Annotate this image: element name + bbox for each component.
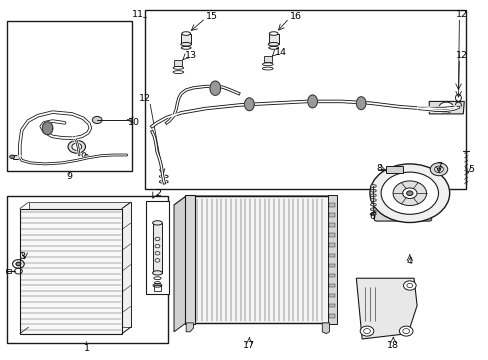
Polygon shape (356, 97, 365, 109)
Text: 3: 3 (19, 252, 25, 261)
Ellipse shape (152, 271, 162, 275)
Polygon shape (209, 81, 220, 95)
Polygon shape (307, 95, 317, 108)
Text: 17: 17 (243, 341, 255, 350)
Bar (385, 166, 402, 173)
Text: 1: 1 (83, 344, 89, 353)
Circle shape (369, 164, 449, 222)
Ellipse shape (370, 212, 375, 215)
Circle shape (399, 326, 412, 336)
Bar (20, 208, 122, 334)
Text: 2: 2 (155, 189, 161, 198)
Ellipse shape (370, 189, 375, 192)
Polygon shape (42, 122, 53, 135)
Circle shape (360, 326, 373, 336)
Bar (144, 10, 465, 189)
Circle shape (436, 168, 440, 171)
Bar (186, 196, 329, 323)
Circle shape (10, 155, 15, 158)
Ellipse shape (370, 185, 375, 188)
Bar (174, 60, 182, 66)
Text: 10: 10 (127, 118, 140, 127)
Ellipse shape (152, 221, 162, 225)
Text: 4: 4 (406, 257, 412, 266)
Polygon shape (244, 98, 254, 111)
Circle shape (406, 191, 412, 195)
Text: 5: 5 (467, 165, 473, 174)
Ellipse shape (181, 42, 191, 46)
Ellipse shape (370, 199, 375, 202)
Text: 6: 6 (368, 212, 374, 221)
Bar (328, 203, 335, 207)
Polygon shape (356, 278, 416, 339)
Bar (152, 223, 162, 273)
Text: 11: 11 (131, 10, 143, 19)
Text: 12: 12 (455, 51, 467, 60)
Circle shape (68, 140, 85, 153)
Text: 14: 14 (274, 48, 286, 57)
Bar (327, 195, 336, 324)
Bar (6, 269, 11, 273)
Polygon shape (29, 202, 130, 327)
Bar (328, 314, 335, 318)
Circle shape (16, 262, 21, 266)
Text: 16: 16 (289, 12, 301, 21)
Ellipse shape (269, 32, 278, 35)
Text: 9: 9 (66, 172, 72, 181)
Text: 18: 18 (386, 341, 399, 350)
FancyBboxPatch shape (373, 196, 431, 221)
Circle shape (434, 166, 443, 172)
Ellipse shape (370, 194, 375, 197)
Text: 12: 12 (455, 10, 467, 19)
Bar (13, 155, 21, 159)
Bar (146, 202, 168, 294)
Bar (184, 195, 195, 324)
Text: 15: 15 (205, 12, 218, 21)
Ellipse shape (370, 208, 375, 211)
Polygon shape (428, 102, 463, 114)
Circle shape (72, 143, 81, 150)
Bar (328, 294, 335, 297)
Bar (328, 223, 335, 227)
Ellipse shape (268, 42, 279, 46)
Ellipse shape (370, 203, 375, 206)
Bar (328, 213, 335, 217)
Circle shape (438, 102, 453, 113)
Polygon shape (186, 323, 193, 332)
Ellipse shape (182, 32, 190, 35)
Polygon shape (174, 196, 329, 205)
Bar (153, 285, 161, 291)
Circle shape (402, 188, 416, 198)
Circle shape (429, 163, 447, 176)
Bar (328, 243, 335, 247)
Polygon shape (322, 323, 329, 334)
Circle shape (392, 181, 426, 206)
Text: 12: 12 (139, 94, 151, 103)
Text: 8: 8 (376, 164, 382, 173)
Bar (328, 233, 335, 237)
Bar (264, 57, 271, 62)
Circle shape (380, 172, 438, 214)
Bar (7, 196, 167, 342)
Bar (328, 264, 335, 267)
Bar (181, 33, 191, 44)
Bar (7, 21, 131, 171)
Bar (328, 253, 335, 257)
Circle shape (403, 281, 415, 290)
Polygon shape (174, 196, 186, 332)
Bar (328, 274, 335, 277)
Text: 13: 13 (184, 51, 197, 60)
Bar (328, 304, 335, 307)
Circle shape (92, 116, 102, 123)
Bar (268, 33, 278, 44)
Text: 7: 7 (435, 162, 441, 171)
Bar (328, 284, 335, 287)
